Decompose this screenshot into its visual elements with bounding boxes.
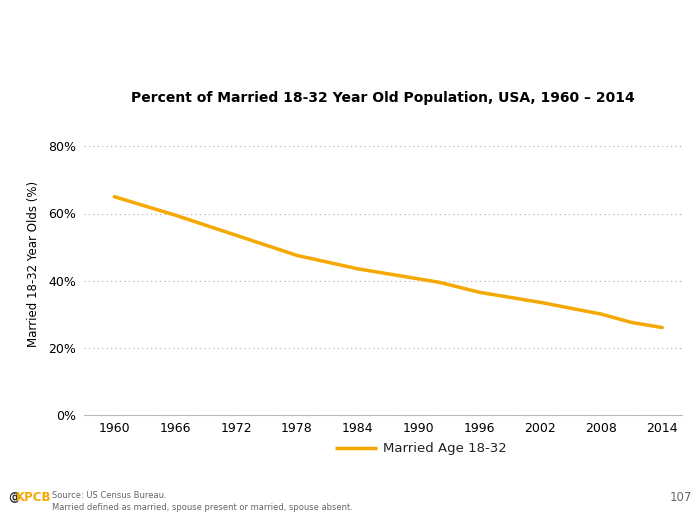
- Text: KPCB: KPCB: [15, 491, 51, 504]
- Text: Married Age 18-32: Married Age 18-32: [384, 442, 507, 455]
- Y-axis label: Married 18-32 Year Olds (%): Married 18-32 Year Olds (%): [27, 181, 40, 347]
- Text: 18-32 Year Olds Marriage Rates Declining =
@ 26% vs. 65% Fifty Years Ago: 18-32 Year Olds Marriage Rates Declining…: [18, 21, 514, 65]
- Text: Source: US Census Bureau.
Married defined as married, spouse present or married,: Source: US Census Bureau. Married define…: [52, 491, 354, 512]
- Text: 107: 107: [669, 491, 692, 504]
- Title: Percent of Married 18-32 Year Old Population, USA, 1960 – 2014: Percent of Married 18-32 Year Old Popula…: [132, 91, 635, 105]
- Text: @: @: [8, 491, 20, 504]
